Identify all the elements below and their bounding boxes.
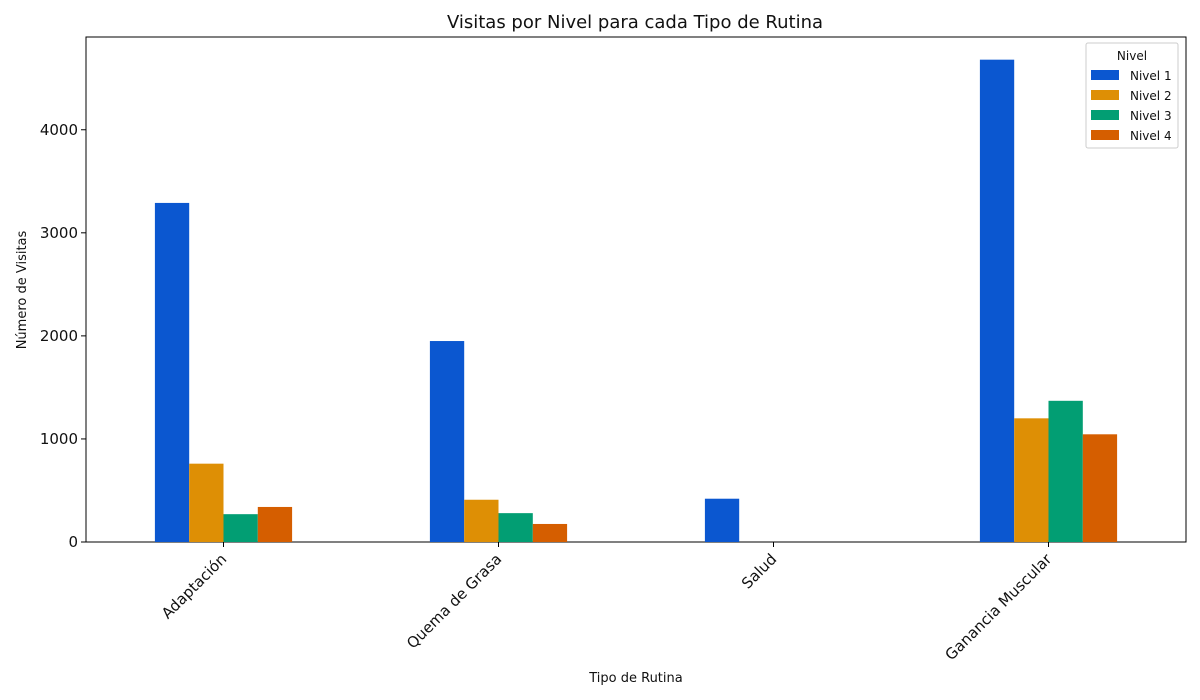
legend-label: Nivel 1 bbox=[1130, 69, 1172, 83]
y-tick-label: 0 bbox=[68, 533, 78, 551]
legend-swatch bbox=[1091, 130, 1119, 140]
bar bbox=[223, 514, 258, 542]
bar bbox=[189, 463, 224, 542]
bar bbox=[154, 202, 190, 542]
bar bbox=[498, 513, 533, 542]
bar bbox=[1082, 434, 1118, 542]
legend: Nivel Nivel 1 Nivel 2 Nivel 3 Nivel 4 bbox=[1085, 42, 1179, 149]
bar bbox=[429, 341, 465, 542]
y-tick-label: 1000 bbox=[40, 430, 78, 448]
x-tick-label: Adaptación bbox=[158, 550, 230, 622]
bar bbox=[257, 506, 293, 542]
bar bbox=[1048, 400, 1083, 542]
y-tick-label: 2000 bbox=[40, 327, 78, 345]
y-tick-label: 3000 bbox=[40, 224, 78, 242]
bar bbox=[979, 59, 1015, 543]
x-tick-label: Salud bbox=[738, 550, 780, 592]
legend-label: Nivel 2 bbox=[1130, 89, 1172, 103]
legend-swatch bbox=[1091, 90, 1119, 100]
bar bbox=[464, 499, 499, 542]
plot-frame bbox=[85, 36, 1187, 543]
legend-swatch bbox=[1091, 110, 1119, 120]
chart-title: Visitas por Nivel para cada Tipo de Ruti… bbox=[447, 12, 823, 33]
legend-swatch bbox=[1091, 70, 1119, 80]
y-tick-label: 4000 bbox=[40, 121, 78, 139]
legend-label: Nivel 3 bbox=[1130, 109, 1172, 123]
bar bbox=[532, 523, 568, 542]
legend-box bbox=[1085, 42, 1179, 149]
bar bbox=[1014, 418, 1049, 542]
legend-title: Nivel bbox=[1117, 49, 1147, 63]
plot-area: 0 1000 2000 3000 4000 Adaptación Quema de Gras… bbox=[40, 36, 1187, 664]
x-tick-label: Quema de Grasa bbox=[403, 550, 505, 652]
x-tick-label: Ganancia Muscular bbox=[942, 550, 1056, 664]
y-axis-label: Número de Visitas bbox=[15, 230, 30, 349]
bar bbox=[704, 498, 740, 542]
x-axis-label: Tipo de Rutina bbox=[588, 671, 682, 686]
legend-label: Nivel 4 bbox=[1130, 129, 1172, 143]
